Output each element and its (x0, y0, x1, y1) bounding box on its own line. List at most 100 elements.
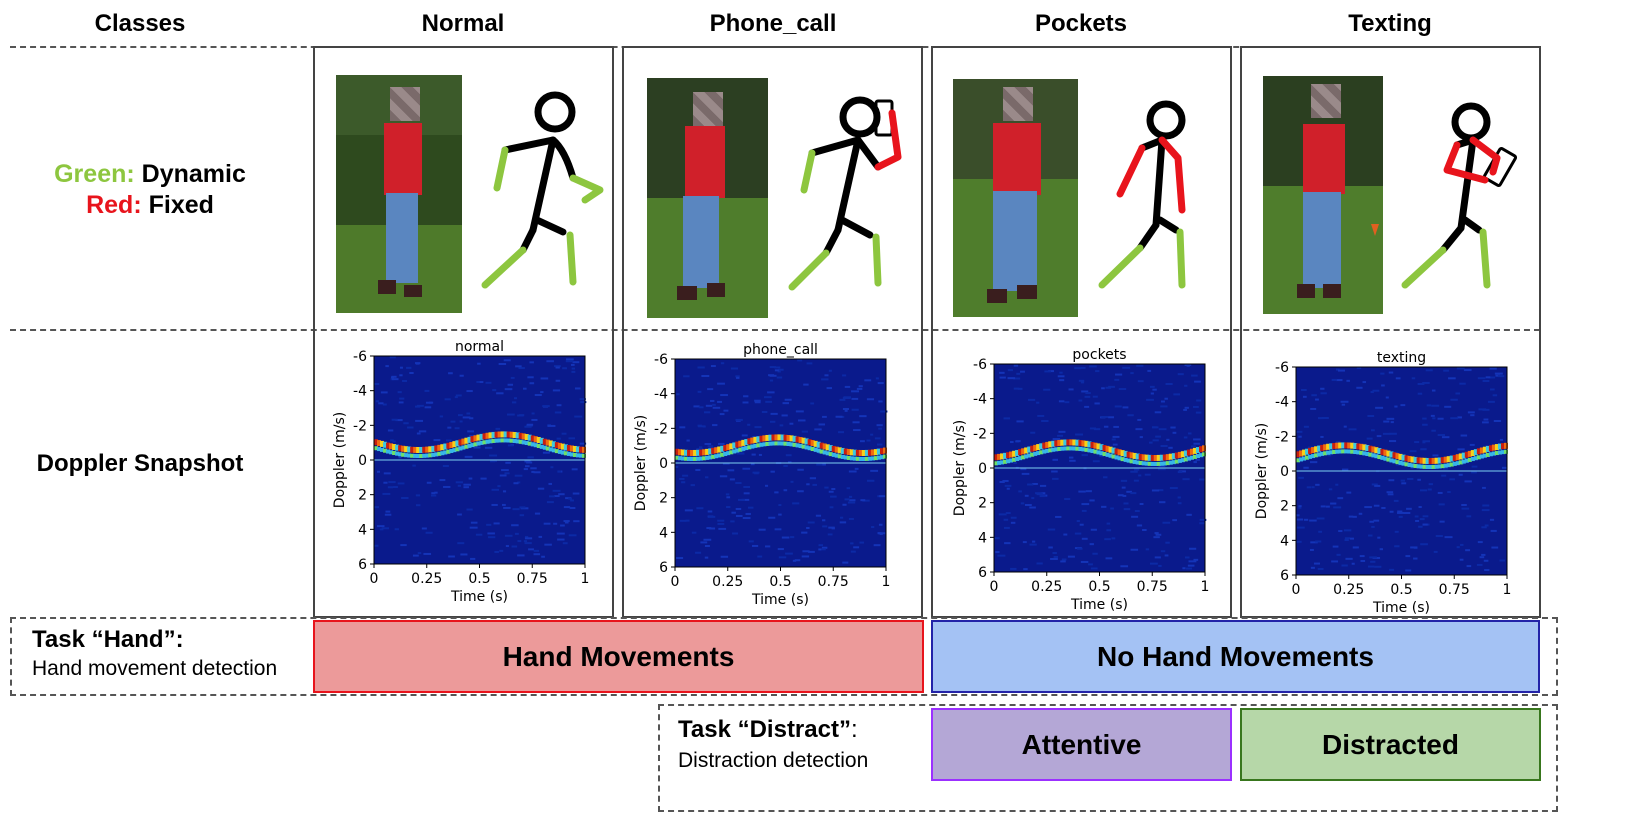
y-axis-label: Doppler (m/s) (633, 415, 649, 511)
x-tick-label: 0 (990, 579, 999, 595)
distracted-label: Distracted (1322, 728, 1459, 760)
header-texting: Texting (1348, 10, 1432, 37)
distracted-band: Distracted (1240, 708, 1541, 781)
x-axis-label: Time (s) (1372, 600, 1430, 616)
x-tick-label: 0.75 (1137, 579, 1168, 595)
attentive-band: Attentive (931, 708, 1232, 781)
x-tick-label: 0.75 (517, 571, 548, 587)
header-normal: Normal (421, 10, 505, 37)
y-tick-label: 6 (659, 560, 668, 576)
x-tick-label: 0.25 (1031, 579, 1062, 595)
y-tick-label: -2 (973, 426, 987, 442)
legend-green-word: Green: (54, 160, 135, 188)
task-hand-frame (10, 617, 1558, 696)
task-distract-subtitle: Distraction detection (678, 749, 869, 772)
photo-phone-call (647, 78, 768, 318)
divider-images (10, 329, 1540, 331)
x-tick-label: 0.75 (1439, 582, 1470, 598)
row-label-doppler: Doppler Snapshot (36, 450, 244, 477)
y-tick-label: 6 (1280, 568, 1289, 584)
y-tick-label: 2 (1280, 499, 1289, 515)
y-axis-label: Doppler (m/s) (1254, 423, 1270, 519)
y-tick-label: -2 (353, 418, 367, 434)
y-tick-label: 4 (1280, 533, 1289, 549)
doppler-plot-texting: -6 -4 -2 0 2 4 6 0 0.25 0.5 0.75 1 texting Time (s) Do… (1252, 347, 1532, 619)
y-tick-label: 0 (978, 461, 987, 477)
x-tick-label: 0 (370, 571, 379, 587)
doppler-plot-phone-call: -6 -4 -2 0 2 4 6 0 0.25 0.5 0.75 1 phone_call Time (s… (631, 339, 911, 611)
no-hand-movements-label: No Hand Movements (1097, 640, 1374, 672)
task-distract-title: Task “Distract”: (678, 716, 858, 744)
photo-pockets (953, 79, 1078, 317)
y-axis-label: Doppler (m/s) (952, 420, 968, 516)
y-tick-label: 0 (358, 453, 367, 469)
x-axis-label: Time (s) (751, 592, 809, 608)
x-tick-label: 1 (1503, 582, 1512, 598)
doppler-plot-normal: -6 -4 -2 0 2 4 6 0 0.25 0.5 0.75 1 normal Time (s) Dop… (330, 336, 610, 608)
x-tick-label: 0.5 (1390, 582, 1412, 598)
header-pockets: Pockets (1034, 10, 1128, 37)
x-tick-label: 1 (882, 574, 891, 590)
plot-title: phone_call (743, 342, 818, 358)
photo-normal (336, 75, 462, 313)
x-tick-label: 0 (1292, 582, 1301, 598)
task-distract-colon: : (850, 716, 858, 743)
x-tick-label: 0.25 (411, 571, 442, 587)
x-tick-label: 0.5 (1088, 579, 1110, 595)
y-tick-label: -4 (1275, 395, 1289, 411)
y-tick-label: -6 (1275, 360, 1289, 376)
y-axis-label: Doppler (m/s) (332, 412, 348, 508)
plot-title: normal (455, 339, 504, 355)
task-hand-subtitle: Hand movement detection (32, 657, 278, 680)
x-tick-label: 0.5 (468, 571, 490, 587)
face-blur (1003, 87, 1033, 121)
y-tick-label: -4 (654, 387, 668, 403)
x-tick-label: 0.5 (769, 574, 791, 590)
doppler-plot-pockets: -6 -4 -2 0 2 4 6 0 0.25 0.5 0.75 1 pockets Time (s) Do… (950, 344, 1230, 616)
photo-texting (1263, 76, 1383, 314)
legend-fixed: Red: Fixed (40, 191, 260, 220)
face-blur (390, 87, 420, 121)
x-tick-label: 0 (671, 574, 680, 590)
y-tick-label: -6 (973, 357, 987, 373)
y-tick-label: 2 (659, 491, 668, 507)
y-tick-label: -2 (654, 421, 668, 437)
attentive-label: Attentive (1021, 728, 1142, 760)
task-distract-frame (658, 704, 1558, 812)
stick-figure-pockets (1098, 100, 1186, 289)
y-tick-label: 0 (1280, 464, 1289, 480)
legend-red-word: Red: (86, 191, 142, 219)
legend-dynamic: Green: Dynamic (40, 160, 260, 189)
face-blur (1311, 84, 1341, 118)
y-tick-label: 2 (358, 488, 367, 504)
header-classes: Classes (94, 10, 186, 37)
stick-figure-texting (1401, 102, 1518, 289)
no-hand-movements-band: No Hand Movements (931, 620, 1540, 693)
hand-movements-label: Hand Movements (502, 640, 735, 672)
header-phone-call: Phone_call (709, 10, 837, 37)
x-tick-label: 1 (581, 571, 590, 587)
stick-figure-phone-call (788, 96, 902, 291)
y-tick-label: -2 (1275, 429, 1289, 445)
x-tick-label: 0.25 (1333, 582, 1364, 598)
legend-green-meaning: Dynamic (141, 160, 246, 188)
stick-figure-normal (481, 91, 604, 289)
task-distract-title-text: Task “Distract” (678, 716, 851, 743)
x-axis-label: Time (s) (1070, 597, 1128, 613)
legend-red-meaning: Fixed (148, 191, 214, 219)
y-tick-label: -6 (353, 349, 367, 365)
x-tick-label: 0.25 (712, 574, 743, 590)
y-tick-label: 4 (978, 530, 987, 546)
y-tick-label: -6 (654, 352, 668, 368)
y-tick-label: 2 (978, 496, 987, 512)
y-tick-label: 4 (659, 525, 668, 541)
plot-title: texting (1377, 350, 1426, 366)
face-blur (693, 92, 723, 126)
hand-movements-band: Hand Movements (313, 620, 924, 693)
y-tick-label: 0 (659, 456, 668, 472)
y-tick-label: -4 (353, 384, 367, 400)
x-tick-label: 0.75 (818, 574, 849, 590)
